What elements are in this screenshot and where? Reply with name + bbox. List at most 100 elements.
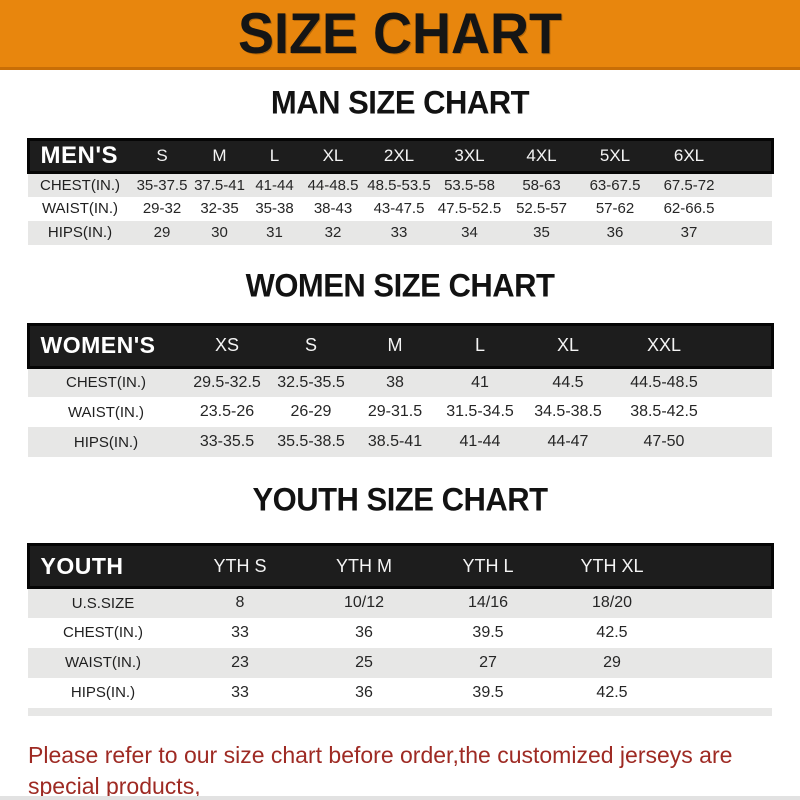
table-cell: 29 [132, 220, 192, 245]
table-cell: 38 [352, 367, 438, 397]
table-cell: 23 [178, 647, 302, 678]
table-cell: 36 [302, 617, 426, 648]
table-cell: 38.5-41 [352, 427, 438, 457]
table-cell: 23.5-26 [184, 397, 270, 427]
table-cell: 38.5-42.5 [614, 397, 714, 427]
table-cell: 42.5 [550, 617, 674, 648]
table-cell: 48.5-53.5 [364, 172, 434, 197]
column-header: YTH L [426, 543, 550, 589]
table-cell: 25 [302, 647, 426, 678]
column-header: 4XL [505, 138, 578, 174]
table-cell: 32.5-35.5 [270, 367, 352, 397]
column-header: L [247, 138, 302, 174]
row-spacer [674, 677, 772, 708]
row-spacer [714, 427, 772, 457]
table-cell: 30 [192, 220, 247, 245]
table-cell: 44.5 [522, 367, 614, 397]
table-cell: 62-66.5 [652, 196, 726, 221]
header-row: WOMEN'S XS S M L XL XXL [26, 322, 774, 369]
table-cell: 41-44 [247, 172, 302, 197]
header-spacer [714, 322, 774, 369]
man-section-heading: MAN SIZE CHART [270, 84, 530, 121]
table-row: CHEST(IN.) 29.5-32.5 32.5-35.5 38 41 44.5 44.5… [28, 367, 772, 397]
table-cell: 35.5-38.5 [270, 427, 352, 457]
table-cell: 35-37.5 [132, 172, 192, 197]
youth-size-table-container: YOUTH YTH S YTH M YTH L YTH XL U.S.SIZE 8 10/12… [0, 543, 800, 716]
table-cell: 39.5 [426, 677, 550, 708]
column-header: XL [302, 138, 364, 174]
table-cell: 26-29 [270, 397, 352, 427]
table-cell: 14/16 [426, 587, 550, 618]
table-cell: 37.5-41 [192, 172, 247, 197]
column-header: M [352, 322, 438, 369]
table-cell: 47-50 [614, 427, 714, 457]
table-cell: 37 [652, 220, 726, 245]
row-spacer [726, 220, 772, 245]
table-row: CHEST(IN.) 33 36 39.5 42.5 [28, 617, 772, 648]
table-row: U.S.SIZE 8 10/12 14/16 18/20 [28, 587, 772, 618]
table-row: WAIST(IN.) 29-32 32-35 35-38 38-43 43-47.5 47.… [28, 196, 772, 221]
header-row: MEN'S S M L XL 2XL 3XL 4XL 5XL 6XL [26, 138, 774, 174]
column-header: XS [184, 322, 270, 369]
row-label: HIPS(IN.) [28, 220, 132, 245]
row-label: HIPS(IN.) [28, 427, 184, 457]
size-chart-banner: SIZE CHART [0, 0, 800, 70]
header-spacer [674, 543, 774, 589]
table-cell: 33 [178, 617, 302, 648]
table-row: WAIST(IN.) 23.5-26 26-29 29-31.5 31.5-34.5 34… [28, 397, 772, 427]
size-table: WOMEN'S XS S M L XL XXL CHEST(IN.) 29.5-32.5 32.5… [26, 322, 774, 457]
column-header: S [132, 138, 192, 174]
table-cell: 47.5-52.5 [434, 196, 505, 221]
table-cell: 42.5 [550, 677, 674, 708]
table-cell: 38-43 [302, 196, 364, 221]
column-header: YTH M [302, 543, 426, 589]
youth-section-heading: YOUTH SIZE CHART [252, 481, 548, 518]
table-cell: 27 [426, 647, 550, 678]
table-corner-label: WOMEN'S [26, 322, 184, 369]
table-cell: 58-63 [505, 172, 578, 197]
table-cell: 31 [247, 220, 302, 245]
table-cell: 34 [434, 220, 505, 245]
table-cell: 43-47.5 [364, 196, 434, 221]
table-cell: 34.5-38.5 [522, 397, 614, 427]
column-header: 2XL [364, 138, 434, 174]
column-header: L [438, 322, 522, 369]
table-cell: 31.5-34.5 [438, 397, 522, 427]
row-spacer [674, 647, 772, 678]
table-cell: 41-44 [438, 427, 522, 457]
size-table: MEN'S S M L XL 2XL 3XL 4XL 5XL 6XL CHEST(IN.) 35-37… [26, 138, 774, 245]
column-header: XXL [614, 322, 714, 369]
table-cell: 53.5-58 [434, 172, 505, 197]
table-cell: 35 [505, 220, 578, 245]
column-header: YTH XL [550, 543, 674, 589]
table-cell: 39.5 [426, 617, 550, 648]
row-label: HIPS(IN.) [28, 677, 178, 708]
banner-title: SIZE CHART [238, 1, 562, 66]
column-header: YTH S [178, 543, 302, 589]
table-cell: 32-35 [192, 196, 247, 221]
column-header: M [192, 138, 247, 174]
row-spacer [674, 587, 772, 618]
row-label: CHEST(IN.) [28, 617, 178, 648]
table-cell: 44-48.5 [302, 172, 364, 197]
column-header: 5XL [578, 138, 652, 174]
table-cell: 18/20 [550, 587, 674, 618]
women-section-heading: WOMEN SIZE CHART [245, 266, 555, 304]
row-label: CHEST(IN.) [28, 367, 184, 397]
table-cell: 32 [302, 220, 364, 245]
table-cell: 29 [550, 647, 674, 678]
table-cell: 29.5-32.5 [184, 367, 270, 397]
table-cell: 41 [438, 367, 522, 397]
table-cell: 36 [302, 677, 426, 708]
column-header: 3XL [434, 138, 505, 174]
header-spacer [726, 138, 774, 174]
table-cell: 52.5-57 [505, 196, 578, 221]
table-row: HIPS(IN.) 29 30 31 32 33 34 35 36 37 [28, 220, 772, 245]
header-row: YOUTH YTH S YTH M YTH L YTH XL [26, 543, 774, 589]
table-cell: 44.5-48.5 [614, 367, 714, 397]
table-cell: 33 [364, 220, 434, 245]
column-header: XL [522, 322, 614, 369]
women-size-table-container: WOMEN'S XS S M L XL XXL CHEST(IN.) 29.5-32.5 32.5… [0, 322, 800, 457]
row-spacer [714, 367, 772, 397]
table-cell: 36 [578, 220, 652, 245]
